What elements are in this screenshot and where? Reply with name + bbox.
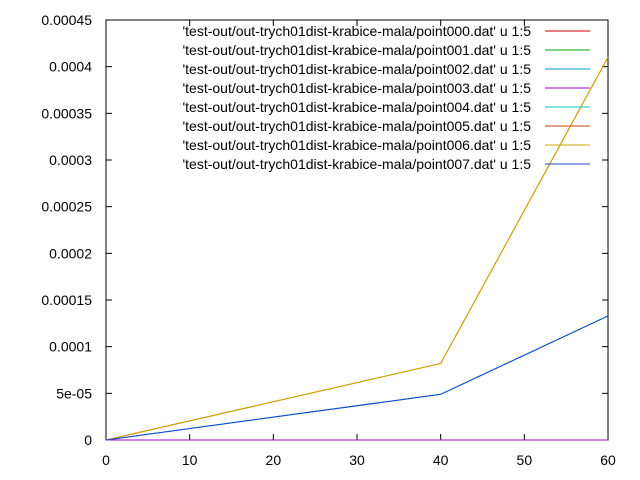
x-tick-label: 60 [600, 452, 616, 468]
series-line-point004 [105, 315, 609, 441]
y-tick-label: 0.00045 [41, 12, 92, 28]
axis-ticks: 0 5e-05 0.0001 0.00015 0.0002 0.00025 0.0003 0.… [41, 12, 616, 468]
series-line-point002 [105, 315, 609, 441]
legend-entry-label: 'test-out/out-trych01dist-krabice-mala/p… [182, 99, 531, 115]
x-tick-label: 40 [433, 452, 449, 468]
legend-entry-label: 'test-out/out-trych01dist-krabice-mala/p… [182, 61, 531, 77]
legend-entry-label: 'test-out/out-trych01dist-krabice-mala/p… [182, 118, 531, 134]
y-tick-label: 5e-05 [56, 385, 92, 401]
y-tick-label: 0.0002 [49, 245, 92, 261]
x-tick-label: 0 [102, 452, 110, 468]
legend-entry-label: 'test-out/out-trych01dist-krabice-mala/p… [182, 156, 531, 172]
legend-entry-label: 'test-out/out-trych01dist-krabice-mala/p… [182, 137, 531, 153]
legend-entry-label: 'test-out/out-trych01dist-krabice-mala/p… [182, 23, 531, 39]
y-tick-label: 0.00025 [41, 199, 92, 215]
y-tick-label: 0.00015 [41, 292, 92, 308]
x-tick-label: 20 [266, 452, 282, 468]
y-tick-label: 0 [84, 432, 92, 448]
series-line-point007 [105, 315, 609, 441]
legend: 'test-out/out-trych01dist-krabice-mala/p… [182, 23, 590, 172]
x-tick-label: 30 [349, 452, 365, 468]
y-tick-label: 0.00035 [41, 105, 92, 121]
y-tick-label: 0.0004 [49, 59, 92, 75]
x-tick-label: 10 [182, 452, 198, 468]
series-line-point006 [105, 57, 609, 441]
y-tick-label: 0.0001 [49, 339, 92, 355]
series-lines [105, 57, 609, 441]
legend-entry-label: 'test-out/out-trych01dist-krabice-mala/p… [182, 42, 531, 58]
y-tick-label: 0.0003 [49, 152, 92, 168]
legend-entry-label: 'test-out/out-trych01dist-krabice-mala/p… [182, 80, 531, 96]
x-tick-label: 50 [517, 452, 533, 468]
